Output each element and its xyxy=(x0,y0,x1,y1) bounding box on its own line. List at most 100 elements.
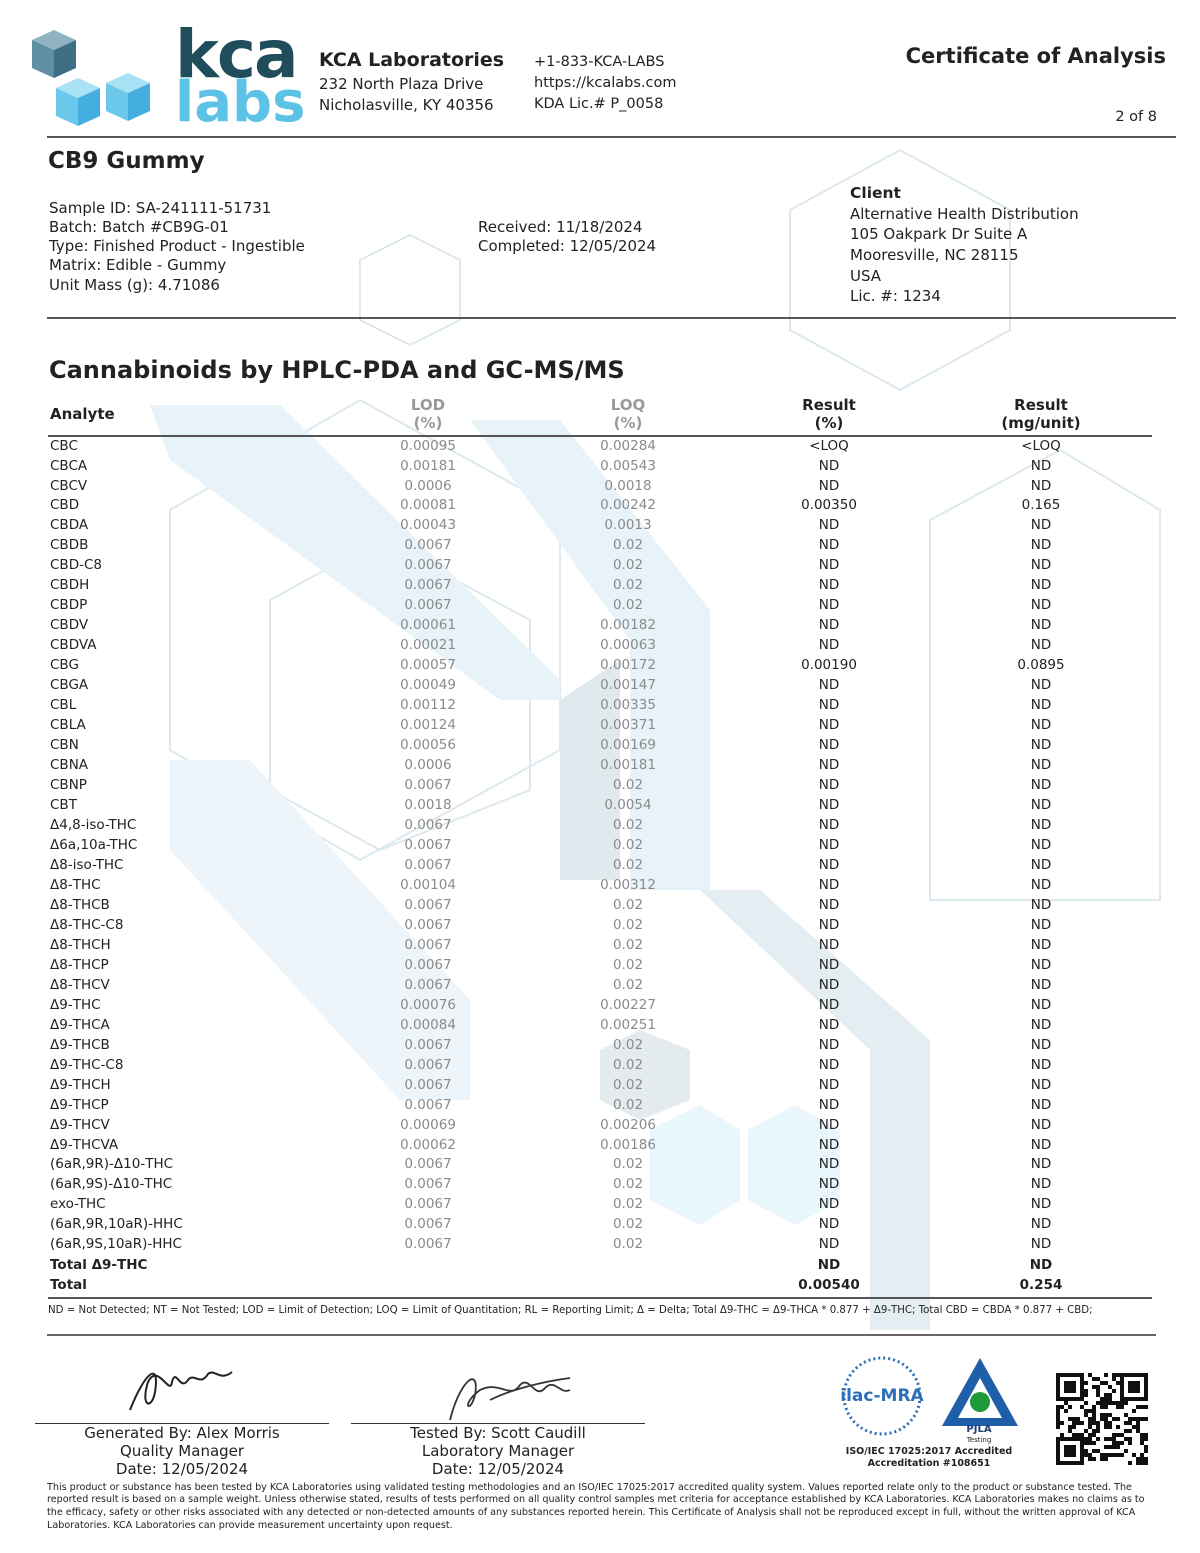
analyte: Δ9-THCV xyxy=(50,1116,110,1133)
ilac-logo: ilac-MRA xyxy=(840,1385,924,1406)
qr-module xyxy=(1136,1429,1140,1433)
cell: ND xyxy=(818,1156,840,1173)
cell: 0.00169 xyxy=(600,737,656,754)
analyte: CBDB xyxy=(50,537,89,554)
client-line: Lic. #: 1234 xyxy=(850,287,941,306)
cell: ND xyxy=(1030,1216,1052,1233)
qr-module xyxy=(1136,1385,1140,1389)
qr-module xyxy=(1084,1437,1088,1441)
cell: 0.00043 xyxy=(400,517,456,534)
cell: 0.00181 xyxy=(400,457,456,474)
qr-module xyxy=(1096,1377,1100,1381)
cell: ND xyxy=(1030,737,1052,754)
cell: ND xyxy=(1030,936,1052,953)
cell: ND xyxy=(1030,637,1052,654)
column-header: (%) xyxy=(613,413,643,432)
cell: ND xyxy=(818,817,840,833)
cell: ND xyxy=(1030,976,1052,993)
cell: ND xyxy=(1030,717,1052,734)
analyte: CBCV xyxy=(50,477,88,494)
cell: 0.00049 xyxy=(400,677,456,694)
cell: ND xyxy=(818,457,840,474)
client-line: Mooresville, NC 28115 xyxy=(850,245,1019,264)
cell: 0.00084 xyxy=(400,1016,456,1033)
total-cell: ND xyxy=(1029,1256,1053,1273)
cell: 0.00350 xyxy=(801,497,857,514)
analyte: Δ4,8-iso-THC xyxy=(50,817,137,833)
signature-date: Date: 12/05/2024 xyxy=(115,1459,249,1478)
cell: 0.02 xyxy=(612,1176,644,1193)
qr-module xyxy=(1124,1373,1128,1377)
qr-module xyxy=(1064,1445,1068,1449)
cell: ND xyxy=(1030,617,1052,634)
qr-module xyxy=(1096,1449,1100,1453)
cell: 0.00172 xyxy=(600,657,656,674)
cell: 0.0054 xyxy=(604,797,652,814)
contact: KDA Lic.# P_0058 xyxy=(534,96,664,113)
cell: 0.0067 xyxy=(404,916,452,933)
analyte: Δ9-THCA xyxy=(50,1016,110,1033)
cell: ND xyxy=(818,477,840,494)
qr-module xyxy=(1100,1397,1104,1401)
qr-module xyxy=(1072,1381,1076,1385)
analyte: Δ8-THCH xyxy=(50,936,111,953)
qr-module xyxy=(1064,1449,1068,1453)
qr-module xyxy=(1060,1405,1064,1409)
qr-module xyxy=(1056,1389,1060,1393)
qr-module xyxy=(1104,1425,1108,1429)
qr-module xyxy=(1072,1397,1076,1401)
pjla-sub: Testing xyxy=(966,1436,992,1445)
cell: 0.0067 xyxy=(404,1216,452,1233)
column-header: Result xyxy=(802,395,856,414)
qr-module xyxy=(1056,1397,1060,1401)
qr-module xyxy=(1064,1409,1068,1413)
qr-module xyxy=(1132,1453,1136,1457)
cell: ND xyxy=(818,1196,840,1213)
divider xyxy=(47,1334,1156,1336)
qr-module xyxy=(1136,1389,1140,1393)
cell: 0.0067 xyxy=(404,597,452,614)
qr-module xyxy=(1080,1445,1084,1449)
qr-module xyxy=(1100,1401,1104,1405)
qr-module xyxy=(1060,1397,1064,1401)
qr-module xyxy=(1116,1373,1120,1377)
qr-module xyxy=(1128,1429,1132,1433)
cell: 0.00251 xyxy=(600,1016,656,1033)
cell: 0.02 xyxy=(612,1076,644,1093)
qr-module xyxy=(1112,1437,1116,1441)
cell: 0.00186 xyxy=(600,1136,656,1153)
qr-module xyxy=(1100,1413,1104,1417)
client-line: USA xyxy=(850,266,882,285)
analyte: exo-THC xyxy=(50,1196,106,1213)
analyte: Δ8-THCB xyxy=(50,896,110,913)
analyte: CBDVA xyxy=(50,637,97,654)
qr-module xyxy=(1112,1377,1116,1381)
qr-module xyxy=(1120,1397,1124,1401)
cell: ND xyxy=(1030,1016,1052,1033)
analyte: Δ9-THC-C8 xyxy=(50,1056,124,1073)
cell: 0.00095 xyxy=(400,437,456,454)
cell: 0.00543 xyxy=(600,457,656,474)
signature-role: Laboratory Manager xyxy=(421,1441,575,1460)
cell: 0.00182 xyxy=(600,617,656,634)
cell: ND xyxy=(818,677,840,694)
qr-module xyxy=(1080,1397,1084,1401)
cell: ND xyxy=(818,956,840,973)
qr-module xyxy=(1068,1429,1072,1433)
cell: 0.02 xyxy=(612,1236,644,1253)
cell: ND xyxy=(1030,916,1052,933)
qr-module xyxy=(1144,1461,1148,1465)
qr-module xyxy=(1120,1373,1124,1377)
analyte: Δ9-THCH xyxy=(50,1076,111,1093)
qr-module xyxy=(1100,1453,1104,1457)
qr-module xyxy=(1140,1457,1144,1461)
cell: 0.0067 xyxy=(404,836,452,853)
qr-module xyxy=(1056,1409,1060,1413)
cell: ND xyxy=(1030,557,1052,574)
qr-module xyxy=(1136,1405,1140,1409)
qr-module xyxy=(1128,1461,1132,1465)
analyte: (6aR,9S,10aR)-HHC xyxy=(50,1236,182,1253)
cell: ND xyxy=(818,517,840,534)
cell: ND xyxy=(1030,677,1052,694)
qr-module xyxy=(1096,1421,1100,1425)
